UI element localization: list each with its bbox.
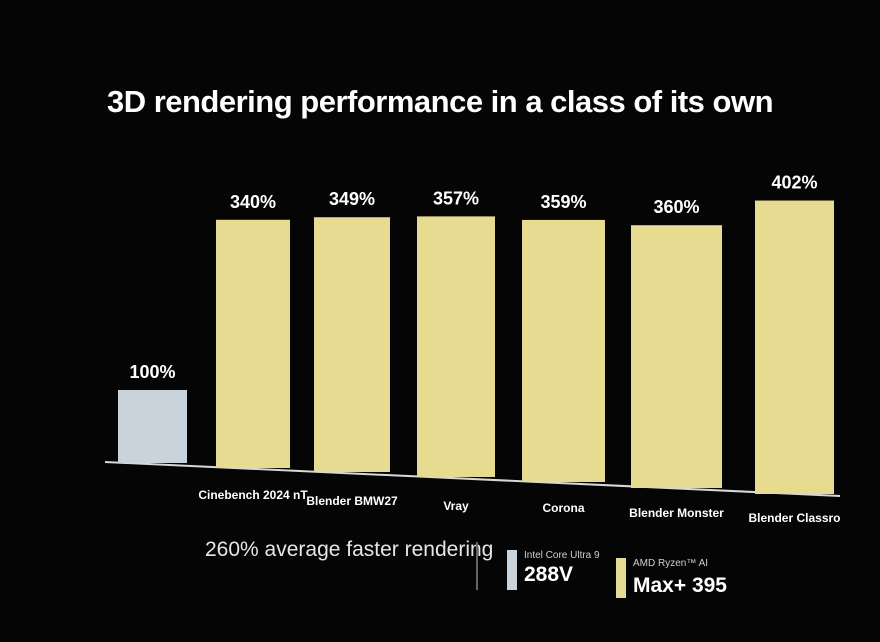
data-label-0: 100% — [129, 362, 175, 382]
legend-intel-line1: Intel Core Ultra 9 — [524, 550, 600, 561]
category-label-4: Corona — [543, 501, 585, 515]
category-label-3: Vray — [443, 499, 469, 513]
data-label-6: 402% — [771, 173, 817, 193]
category-label-2: Blender BMW27 — [306, 494, 398, 508]
legend-swatch-amd — [616, 558, 626, 598]
data-label-5: 360% — [653, 197, 699, 217]
category-label-6: Blender Classro — [748, 511, 840, 525]
legend-divider — [476, 542, 478, 590]
category-label-1: Cinebench 2024 nT — [198, 488, 308, 502]
footer-summary: 260% average faster rendering — [205, 538, 494, 561]
chart-title: 3D rendering performance in a class of i… — [106, 84, 774, 119]
data-label-3: 357% — [433, 188, 479, 208]
category-label-5: Blender Monster — [629, 506, 724, 520]
bar-2 — [314, 217, 390, 472]
legend-intel-line2: 288V — [524, 563, 574, 586]
legend-amd-line1: AMD Ryzen™ AI — [633, 558, 709, 569]
bar-0 — [118, 390, 187, 463]
bar-3 — [417, 216, 495, 477]
legend-swatch-intel — [507, 550, 517, 590]
legend-amd-line2: Max+ 395 — [633, 574, 727, 597]
data-label-2: 349% — [329, 189, 375, 209]
bar-5 — [631, 225, 722, 488]
data-label-4: 359% — [540, 192, 586, 212]
bar-4 — [522, 219, 605, 482]
data-label-1: 340% — [230, 192, 276, 212]
bar-6 — [755, 200, 834, 495]
bar-1 — [216, 219, 290, 468]
